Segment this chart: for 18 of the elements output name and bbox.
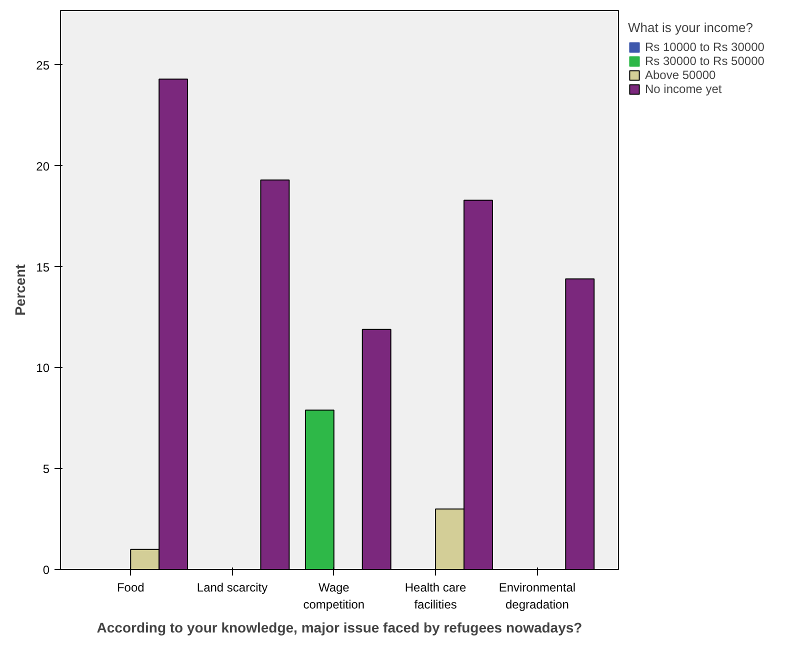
- y-tick-label: 15: [36, 260, 50, 274]
- y-tick-label: 25: [36, 58, 50, 72]
- x-tick-label: Wage competition: [303, 580, 365, 612]
- x-axis-title: According to your knowledge, major issue faced by refugees nowadays?: [96, 619, 582, 636]
- legend-label: No income yet: [645, 82, 722, 96]
- legend-label: Above 50000: [645, 68, 716, 82]
- legend-label: Rs 30000 to Rs 50000: [645, 54, 764, 68]
- y-tick-label: 10: [36, 361, 50, 376]
- y-axis-title: Percent: [12, 264, 28, 316]
- x-tick-label: Land scarcity: [196, 580, 268, 594]
- x-tick-label: Health care facilities: [404, 580, 467, 612]
- legend-title: What is your income?: [628, 20, 754, 35]
- x-tick-label: Food: [116, 580, 144, 594]
- legend-label: Rs 10000 to Rs 30000: [645, 40, 764, 54]
- x-tick-label: Environmental degradation: [498, 580, 576, 612]
- y-tick-label: 20: [36, 159, 50, 174]
- y-tick-label: 5: [42, 462, 50, 476]
- y-tick-label: 0: [42, 563, 50, 577]
